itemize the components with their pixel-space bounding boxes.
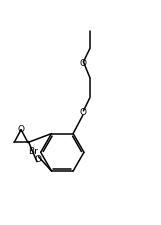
Text: Br: Br — [28, 147, 38, 156]
Text: O: O — [18, 125, 24, 134]
Text: O: O — [80, 59, 86, 68]
Text: O: O — [80, 108, 86, 117]
Text: O: O — [34, 155, 41, 164]
